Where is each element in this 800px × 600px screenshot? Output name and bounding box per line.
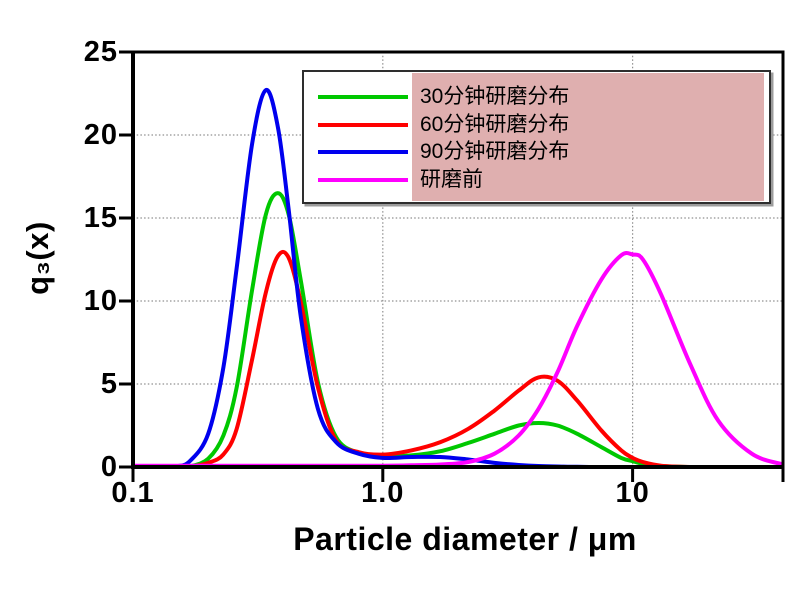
y-tick-label-20: 20	[83, 119, 118, 151]
legend: 30分钟研磨分布 60分钟研磨分布 90分钟研磨分布 研磨前	[302, 70, 771, 204]
y-tick-label-25: 25	[83, 36, 118, 68]
y-tick-label-15: 15	[83, 202, 118, 234]
legend-highlight-overlay	[412, 73, 764, 201]
legend-label-30min-grinding: 30分钟研磨分布	[420, 85, 570, 108]
y-tick-label-0: 0	[100, 451, 118, 483]
legend-label-90min-grinding: 90分钟研磨分布	[420, 140, 570, 164]
legend-line-sample-90min-grinding	[318, 150, 408, 155]
legend-item-90min-grinding: 90分钟研磨分布	[304, 138, 769, 166]
x-tick-label-1.0: 1.0	[361, 477, 405, 509]
y-tick-label-5: 5	[100, 368, 118, 400]
x-tick-label-10: 10	[615, 477, 650, 509]
legend-line-sample-60min-grinding	[318, 122, 408, 127]
legend-label-60min-grinding: 60分钟研磨分布	[420, 112, 570, 136]
curve-60min-grinding	[134, 249, 783, 469]
y-tick-label-10: 10	[83, 285, 118, 317]
x-axis-title: Particle diameter / μm	[293, 521, 637, 557]
x-tick-label-0.1: 0.1	[111, 477, 155, 509]
legend-label-before-grinding: 研磨前	[420, 167, 483, 191]
legend-item-60min-grinding: 60分钟研磨分布	[304, 111, 769, 139]
legend-item-30min-grinding: 30分钟研磨分布	[304, 83, 769, 111]
legend-line-sample-before-grinding	[318, 177, 408, 182]
legend-item-before-grinding: 研磨前	[304, 166, 769, 194]
legend-line-sample-30min-grinding	[318, 95, 408, 99]
